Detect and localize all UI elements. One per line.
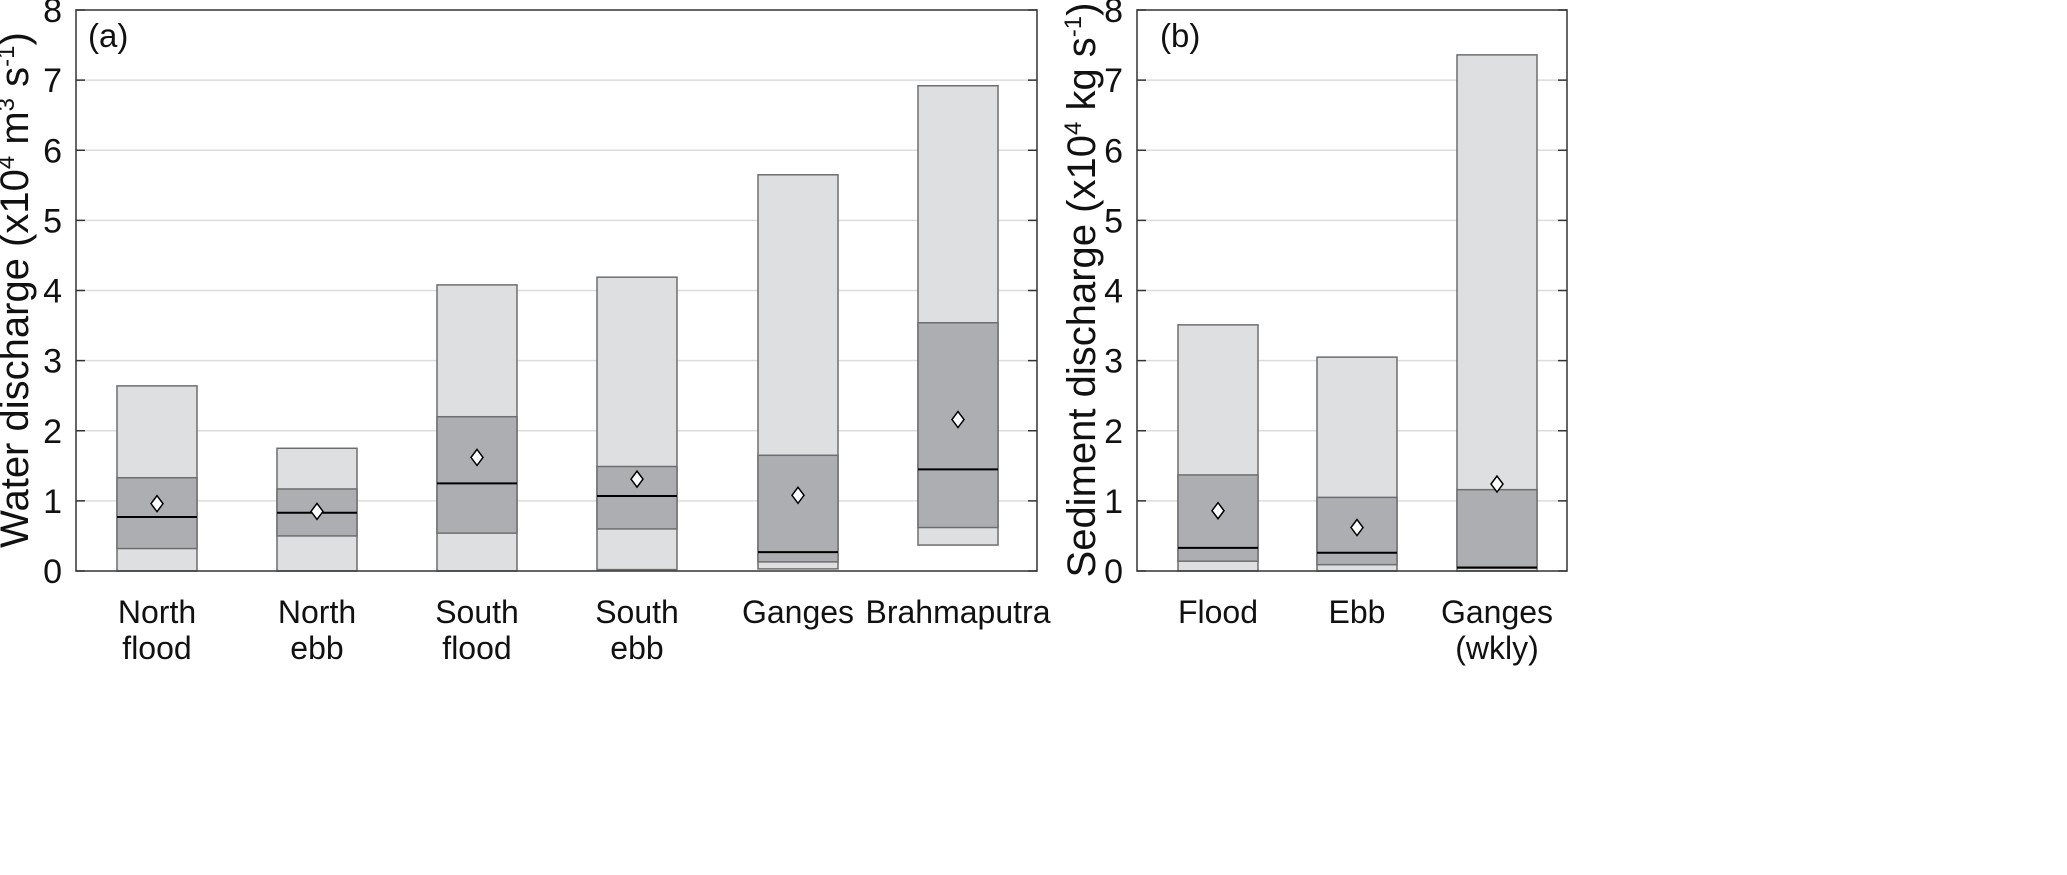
mean-marker-0 — [1211, 501, 1225, 520]
category-label-0-0: North — [118, 594, 196, 630]
panel-label: (b) — [1160, 17, 1200, 54]
ytick-label-0: 0 — [1104, 553, 1123, 591]
mean-marker-1 — [1350, 518, 1364, 537]
category-label-2-1: flood — [442, 630, 511, 666]
mean-marker-5 — [951, 410, 965, 429]
panel-label: (a) — [88, 17, 128, 54]
category-label-2-1: (wkly) — [1455, 630, 1539, 666]
ytick-label-4: 4 — [43, 273, 62, 311]
y-axis-label-mid: kg s — [1060, 37, 1104, 121]
category-label-1-0: North — [278, 594, 356, 630]
iqr-box-0 — [116, 476, 198, 550]
y-axis-label-pre: Water discharge (x10 — [0, 169, 37, 548]
category-label-4-0: Ganges — [742, 594, 854, 630]
y-axis-label-pre: Sediment discharge (x10 — [1060, 135, 1104, 577]
ytick-label-7: 7 — [1104, 62, 1123, 100]
y-axis-label: Sediment discharge (x104 kg s-1) — [1060, 3, 1104, 578]
y-axis-label-exp3: -1 — [0, 46, 20, 67]
ytick-label-4: 4 — [1104, 273, 1123, 311]
category-label-1-1: ebb — [290, 630, 343, 666]
y-axis-label-mid: m — [0, 111, 37, 155]
y-axis-label-post: ) — [1060, 3, 1104, 16]
y-axis-label-post: ) — [0, 32, 37, 45]
ytick-label-8: 8 — [1104, 0, 1123, 30]
ytick-label-6: 6 — [43, 132, 62, 170]
category-label-0-1: flood — [122, 630, 191, 666]
ytick-label-3: 3 — [43, 343, 62, 381]
ytick-label-1: 1 — [1104, 483, 1123, 521]
category-label-1-0: Ebb — [1329, 594, 1386, 630]
ytick-label-0: 0 — [43, 553, 62, 591]
mean-marker-0 — [150, 494, 164, 513]
ytick-label-5: 5 — [1104, 202, 1123, 240]
y-axis-label: Water discharge (x104 m3 s-1) — [0, 32, 37, 548]
y-axis-label-exp1: 4 — [1060, 122, 1087, 135]
y-axis-label-mid2: s — [0, 67, 37, 98]
category-label-2-0: Ganges — [1441, 594, 1553, 630]
y-axis-label-exp2: 3 — [0, 98, 20, 111]
ytick-label-5: 5 — [43, 202, 62, 240]
ytick-label-1: 1 — [43, 483, 62, 521]
mean-marker-2 — [1490, 474, 1504, 494]
category-label-0-0: Flood — [1178, 594, 1258, 630]
iqr-box-4 — [757, 454, 839, 563]
category-label-5-0: Brahmaputra — [866, 594, 1051, 630]
ytick-label-2: 2 — [43, 413, 62, 451]
category-label-2-0: South — [435, 594, 519, 630]
mean-marker-3 — [630, 469, 644, 489]
iqr-box-2 — [436, 415, 518, 534]
panel-b-chart: 0 1 2 3 4 5 6 7 8 Flood Ebb Ganges(wkly) (b) Sediment… — [1060, 0, 1568, 666]
category-label-3-1: ebb — [610, 630, 663, 666]
ytick-label-8: 8 — [43, 0, 62, 30]
mean-marker-2 — [470, 448, 484, 467]
ytick-label-3: 3 — [1104, 343, 1123, 381]
mean-marker-4 — [791, 486, 805, 505]
category-label-3-0: South — [595, 594, 679, 630]
y-axis-label-exp1: 4 — [0, 156, 20, 169]
ytick-label-7: 7 — [43, 62, 62, 100]
mean-marker-1 — [310, 502, 324, 521]
panel-a-chart: 012345678NorthfloodNorthebbSouthfloodSou… — [0, 0, 1051, 666]
iqr-box-2 — [1456, 488, 1538, 569]
ytick-label-2: 2 — [1104, 413, 1123, 451]
ytick-label-6: 6 — [1104, 132, 1123, 170]
y-axis-label-exp2: -1 — [1060, 16, 1087, 37]
